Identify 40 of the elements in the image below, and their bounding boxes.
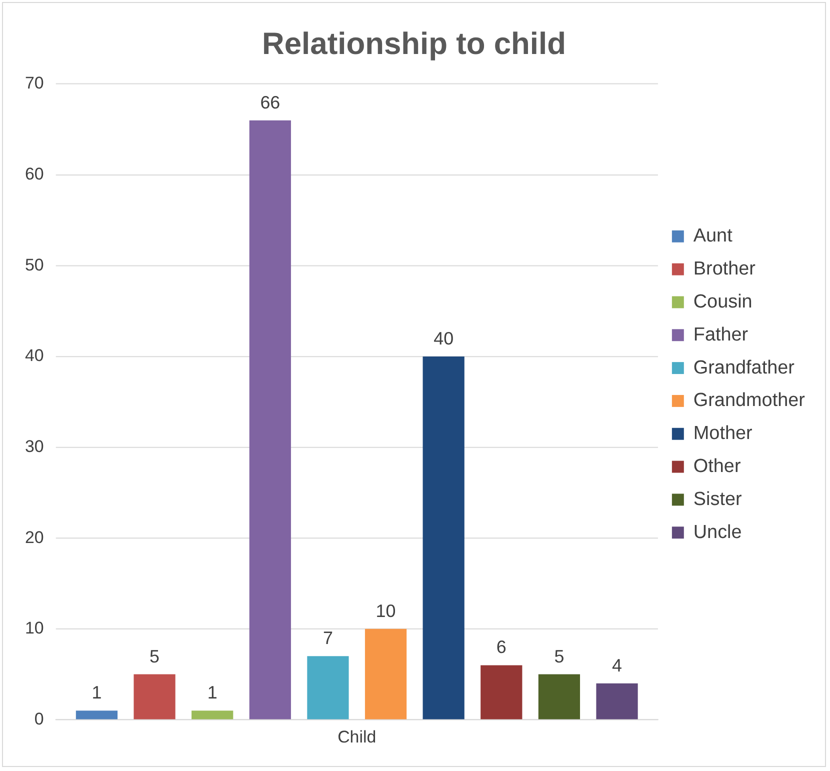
bar — [364, 628, 407, 720]
y-tick-label: 0 — [34, 709, 44, 728]
data-label: 40 — [434, 328, 454, 348]
y-tick-label: 40 — [24, 346, 44, 366]
legend-label: Uncle — [693, 522, 742, 543]
legend-label: Grandfather — [693, 357, 794, 378]
bar — [596, 683, 638, 720]
data-label: 7 — [322, 628, 333, 648]
y-tick-label: 70 — [24, 74, 44, 93]
legend-label: Father — [693, 324, 748, 346]
y-tick-label: 30 — [24, 436, 44, 456]
data-label: 1 — [207, 682, 218, 703]
data-label: 5 — [554, 646, 564, 666]
data-label: 5 — [150, 646, 160, 666]
bar — [249, 120, 291, 720]
data-label: 6 — [496, 637, 506, 658]
data-label: 4 — [612, 655, 622, 676]
bar — [307, 656, 349, 720]
chart-title: Relationship to child — [262, 26, 566, 62]
bar — [134, 674, 176, 720]
y-tick-label: 50 — [24, 255, 44, 274]
legend-label: Brother — [693, 258, 756, 280]
data-label: 10 — [376, 600, 396, 621]
bar — [422, 356, 464, 720]
bar — [76, 710, 118, 720]
bar — [538, 674, 580, 720]
legend-label: Aunt — [693, 226, 734, 247]
x-tick-label: Child — [338, 728, 376, 747]
legend-label: Cousin — [693, 291, 752, 312]
data-label: 66 — [260, 92, 280, 112]
y-tick-label: 60 — [24, 164, 44, 184]
legend-label: Mother — [693, 423, 752, 444]
legend-label: Other — [693, 456, 741, 478]
bar — [192, 710, 234, 720]
data-label: 1 — [92, 682, 102, 703]
y-tick-label: 10 — [24, 618, 44, 638]
legend-label: Sister — [693, 488, 742, 510]
bar — [480, 665, 522, 720]
legend-label: Grandmother — [693, 390, 805, 412]
y-tick-label: 20 — [24, 528, 44, 547]
